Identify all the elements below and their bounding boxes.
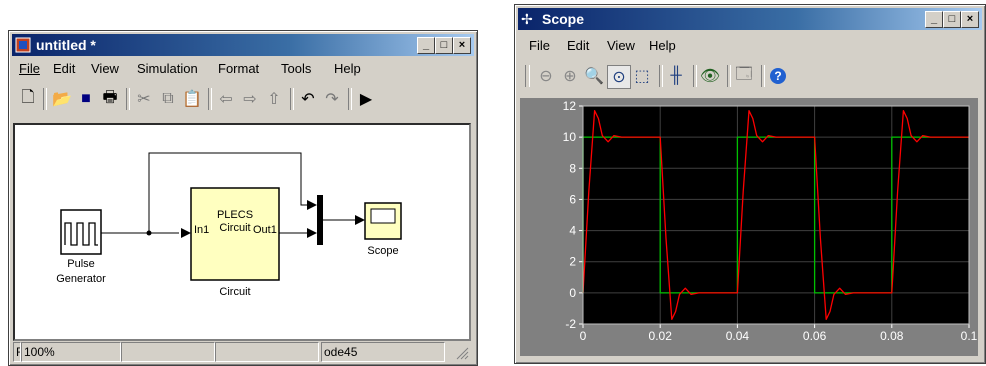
scope-toolbar: ⊖ ⊕ 🔍 ⊙ ⬚ ╫ 👁 🗔 ? <box>519 60 981 92</box>
branch-point <box>146 230 152 236</box>
scope-close-button[interactable]: × <box>961 11 979 28</box>
menu-file[interactable]: File <box>19 61 40 76</box>
menu-format[interactable]: Format <box>218 61 260 76</box>
status-cell-empty-1 <box>121 342 215 362</box>
x-tick-label: 0.08 <box>880 329 904 343</box>
y-tick-label: 10 <box>563 130 577 144</box>
minimize-button[interactable]: _ <box>417 37 435 54</box>
scope-menu-file[interactable]: File <box>529 38 550 53</box>
scope-titlebar[interactable]: ✢ Scope _ □ × <box>518 8 982 30</box>
scope-menu-view[interactable]: View <box>607 38 635 53</box>
y-tick-label: 6 <box>569 192 576 206</box>
scope-block[interactable] <box>364 202 402 240</box>
scope-menubar: File Edit View Help <box>519 35 981 55</box>
y-tick-label: -2 <box>565 317 576 331</box>
menu-help[interactable]: Help <box>334 61 361 76</box>
up-icon[interactable]: ⇧ <box>267 91 281 108</box>
scope-menu-help[interactable]: Help <box>649 38 676 53</box>
zoom-box-icon[interactable]: ⊙ <box>607 65 631 89</box>
zoom-icon[interactable]: 🔍 <box>584 68 604 85</box>
new-file-icon[interactable]: 🗋 <box>21 88 35 106</box>
x-tick-label: 0 <box>580 329 587 343</box>
help-icon[interactable]: ? <box>767 65 789 87</box>
scope-window: ✢ Scope _ □ × File Edit View Help ⊖ ⊕ 🔍 … <box>514 4 986 364</box>
x-tick-label: 0.06 <box>803 329 827 343</box>
save-icon[interactable]: ■ <box>81 90 91 107</box>
back-icon[interactable]: ⇦ <box>219 91 233 108</box>
simulink-menubar: File Edit View Simulation Format Tools H… <box>13 58 473 78</box>
parameters-icon[interactable]: 🗔 <box>735 65 753 83</box>
cursor-icon[interactable]: ╫ <box>670 67 682 84</box>
scope-forward-icon[interactable]: ⊕ <box>563 68 577 85</box>
simulink-window: untitled * _ □ × File Edit View Simulati… <box>8 30 478 366</box>
mux-block[interactable] <box>317 195 323 245</box>
plecs-input-port-label: In1 <box>194 224 210 236</box>
menu-view[interactable]: View <box>91 61 119 76</box>
menu-edit[interactable]: Edit <box>53 61 76 76</box>
paste-icon[interactable]: 📋 <box>182 91 202 108</box>
traces-icon[interactable]: 👁 <box>699 68 721 85</box>
x-tick-label: 0.04 <box>726 329 750 343</box>
y-tick-label: 12 <box>563 99 577 113</box>
pulse-generator-block[interactable] <box>60 209 102 255</box>
close-button[interactable]: × <box>453 37 471 54</box>
plot-background <box>583 106 969 324</box>
x-tick-label: 0.02 <box>649 329 673 343</box>
plecs-circuit-block[interactable] <box>190 187 280 281</box>
model-diagram <box>60 152 402 281</box>
simulink-statusbar: F 100% ode45 <box>13 342 471 362</box>
status-cell-zoom: 100% <box>21 342 121 362</box>
menu-simulation[interactable]: Simulation <box>137 61 198 76</box>
circuit-block-name: Circuit <box>219 286 251 298</box>
y-tick-label: 0 <box>569 286 576 300</box>
forward-icon[interactable]: ⇨ <box>243 91 257 108</box>
copy-icon[interactable]: ⧉ <box>162 90 174 107</box>
pulse-generator-label: Pulse Generator <box>56 258 106 285</box>
status-cell-ready: F <box>13 342 21 362</box>
resize-grip-icon[interactable] <box>455 346 469 360</box>
cut-icon[interactable]: ✂ <box>137 91 151 108</box>
open-folder-icon[interactable]: 📂 <box>52 91 72 108</box>
maximize-button[interactable]: □ <box>435 37 453 54</box>
scope-menu-edit[interactable]: Edit <box>567 38 590 53</box>
redo-icon[interactable]: ↷ <box>325 91 339 108</box>
scope-minimize-button[interactable]: _ <box>925 11 943 28</box>
x-tick-label: 0.1 <box>961 329 978 343</box>
model-canvas[interactable]: Pulse Generator PLECS Circuit In1 Out1 C… <box>13 123 471 341</box>
y-tick-label: 8 <box>569 161 576 175</box>
simulink-app-icon <box>15 37 31 53</box>
menu-tools[interactable]: Tools <box>281 61 312 76</box>
scope-title: Scope <box>542 11 585 27</box>
simulink-toolbar: 🗋 📂 ■ 🖶 ✂ ⧉ 📋 ⇦ ⇨ ⇧ ↶ ↷ ▶ <box>13 83 473 115</box>
plecs-output-port-label: Out1 <box>253 224 277 236</box>
scope-chart[interactable]: 0 0.02 0.04 0.06 0.08 0.1 -2 0 2 4 6 8 10 12 <box>520 98 978 356</box>
scope-maximize-button[interactable]: □ <box>943 11 961 28</box>
status-cell-empty-2 <box>215 342 319 362</box>
plot-frame <box>582 105 970 325</box>
autoscale-icon[interactable]: ⬚ <box>634 68 650 85</box>
scope-plot-area: 0 0.02 0.04 0.06 0.08 0.1 -2 0 2 4 6 8 10 12 <box>520 98 978 356</box>
y-tick-label: 2 <box>569 255 576 269</box>
y-tick-label: 4 <box>569 224 576 238</box>
simulink-titlebar[interactable]: untitled * _ □ × <box>12 34 474 56</box>
scope-back-icon[interactable]: ⊖ <box>539 68 553 85</box>
undo-icon[interactable]: ↶ <box>301 91 315 108</box>
start-simulation-icon[interactable]: ▶ <box>359 91 373 108</box>
scope-app-icon: ✢ <box>521 11 533 27</box>
scope-block-name: Scope <box>367 245 399 257</box>
print-icon[interactable]: 🖶 <box>102 88 118 106</box>
status-cell-solver: ode45 <box>321 342 445 362</box>
plecs-circuit-text: PLECS Circuit <box>216 209 254 234</box>
simulink-title: untitled * <box>36 37 96 53</box>
series-line-response <box>582 110 969 320</box>
svg-text:?: ? <box>774 69 781 83</box>
